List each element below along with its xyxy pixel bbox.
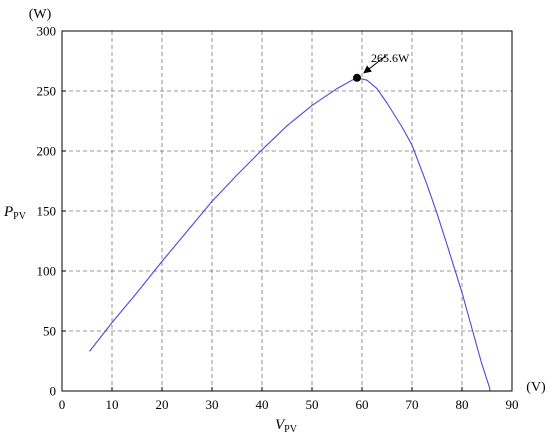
- y-tick-label: 200: [37, 144, 57, 159]
- x-tick-label: 40: [256, 397, 269, 412]
- x-axis-unit: (V): [526, 380, 546, 395]
- x-tick-label: 90: [506, 397, 519, 412]
- y-tick-label: 150: [37, 204, 57, 219]
- y-axis-title-main: P: [3, 204, 13, 220]
- x-tick-label: 30: [206, 397, 219, 412]
- peak-value-label: 265.6W: [371, 51, 410, 65]
- y-tick-label: 50: [43, 324, 56, 339]
- grid-lines: [62, 31, 512, 391]
- x-tick-label: 80: [456, 397, 469, 412]
- x-tick-label: 50: [306, 397, 319, 412]
- y-tick-label: 250: [37, 84, 57, 99]
- x-tick-label: 20: [156, 397, 169, 412]
- plot-area-border: [61, 30, 513, 392]
- x-axis-title-main: V: [275, 417, 286, 433]
- peak-arrow: [363, 55, 387, 74]
- y-tick-label: 300: [37, 24, 57, 39]
- y-tick-label: 0: [50, 384, 57, 399]
- x-tick-label: 0: [59, 397, 66, 412]
- y-axis-title: PPV: [3, 204, 27, 222]
- peak-annotation: 265.6W: [353, 51, 410, 82]
- tick-labels: 0 10 20 30 40 50 60 70 80 90 0 50 100 150 200 250 300: [37, 24, 519, 413]
- y-tick-label: 100: [37, 264, 57, 279]
- y-axis-title-subscript: PV: [13, 211, 27, 222]
- x-tick-label: 10: [106, 397, 119, 412]
- y-axis-unit: (W): [29, 7, 52, 22]
- peak-point-marker: [353, 73, 361, 82]
- x-tick-label: 60: [356, 397, 369, 412]
- series-layer: [89, 77, 491, 392]
- x-axis-title: VPV: [275, 417, 298, 435]
- x-axis-title-subscript: PV: [284, 424, 298, 435]
- series-line: [89, 77, 491, 392]
- x-tick-label: 70: [406, 397, 419, 412]
